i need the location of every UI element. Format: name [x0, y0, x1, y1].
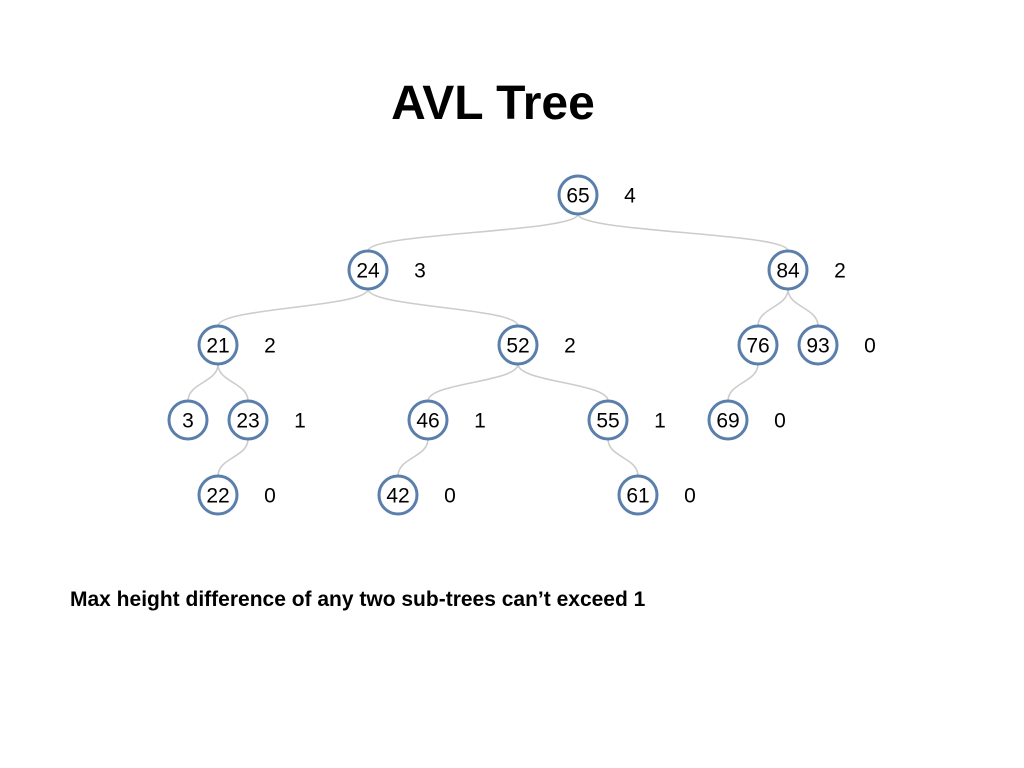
node-value: 52: [506, 335, 529, 358]
node-circle: [497, 324, 539, 366]
node-height-label: 0: [684, 485, 696, 508]
node-circle: [557, 174, 599, 216]
node-circle: [347, 249, 389, 291]
node-height-label: 1: [294, 410, 306, 433]
edge-84-76: [757, 288, 789, 327]
node-height-label: 2: [834, 260, 846, 283]
node-height-label: 0: [864, 335, 876, 358]
node-value: 76: [746, 335, 769, 358]
node-height-label: 4: [624, 185, 636, 208]
node-circle: [797, 324, 839, 366]
node-circle: [587, 399, 629, 441]
node-value: 21: [206, 335, 229, 358]
nodes-layer: 65 424 3 84 221 2 52 2 76 93 03 23 1 46 1 55 1 69 022 0 42 0 6…: [167, 174, 876, 516]
tree-node-69: 69 0: [707, 399, 786, 441]
node-height-label: 0: [774, 410, 786, 433]
tree-node-21: 21 2: [197, 324, 276, 366]
tree-node-61: 61 0: [617, 474, 696, 516]
tree-node-93: 93 0: [797, 324, 876, 366]
node-circle: [197, 474, 239, 516]
tree-node-42: 42 0: [377, 474, 456, 516]
tree-node-84: 84 2: [767, 249, 846, 291]
tree-node-65: 65 4: [557, 174, 636, 216]
tree-node-46: 46 1: [407, 399, 486, 441]
node-height-label: 2: [564, 335, 576, 358]
edge-23-22: [217, 438, 249, 477]
node-value: 65: [566, 185, 589, 208]
node-circle: [167, 399, 209, 441]
edge-46-42: [397, 438, 429, 477]
node-value: 46: [416, 410, 439, 433]
tree-node-23: 23 1: [227, 399, 306, 441]
node-height-label: 3: [414, 260, 426, 283]
node-circle: [197, 324, 239, 366]
edge-76-69: [727, 363, 759, 402]
tree-node-3: 3: [167, 399, 209, 441]
edges-layer: [187, 213, 819, 477]
node-value: 61: [626, 485, 649, 508]
node-circle: [407, 399, 449, 441]
tree-node-76: 76: [737, 324, 779, 366]
edge-24-52: [367, 288, 519, 327]
edge-65-84: [577, 213, 789, 252]
node-height-label: 2: [264, 335, 276, 358]
edge-21-23: [217, 363, 249, 402]
node-height-label: 1: [474, 410, 486, 433]
node-value: 23: [236, 410, 259, 433]
node-height-label: 0: [444, 485, 456, 508]
node-value: 42: [386, 485, 409, 508]
tree-node-22: 22 0: [197, 474, 276, 516]
edge-21-3: [187, 363, 219, 402]
node-value: 24: [356, 260, 380, 283]
tree-node-55: 55 1: [587, 399, 666, 441]
node-value: 93: [806, 335, 829, 358]
node-circle: [767, 249, 809, 291]
page-title: AVL Tree: [391, 77, 595, 130]
edge-65-24: [367, 213, 579, 252]
edge-52-55: [517, 363, 609, 402]
node-value: 55: [596, 410, 619, 433]
node-value: 3: [182, 410, 194, 433]
tree-node-24: 24 3: [347, 249, 426, 291]
node-circle: [227, 399, 269, 441]
node-circle: [707, 399, 749, 441]
node-value: 84: [776, 260, 800, 283]
node-value: 69: [716, 410, 739, 433]
tree-node-52: 52 2: [497, 324, 576, 366]
edge-55-61: [607, 438, 639, 477]
edge-24-21: [217, 288, 369, 327]
node-circle: [737, 324, 779, 366]
node-height-label: 0: [264, 485, 276, 508]
edge-84-93: [787, 288, 819, 327]
caption-text: Max height difference of any two sub-tre…: [70, 588, 646, 611]
node-circle: [377, 474, 419, 516]
node-height-label: 1: [654, 410, 666, 433]
node-circle: [617, 474, 659, 516]
node-value: 22: [206, 485, 229, 508]
edge-52-46: [427, 363, 519, 402]
